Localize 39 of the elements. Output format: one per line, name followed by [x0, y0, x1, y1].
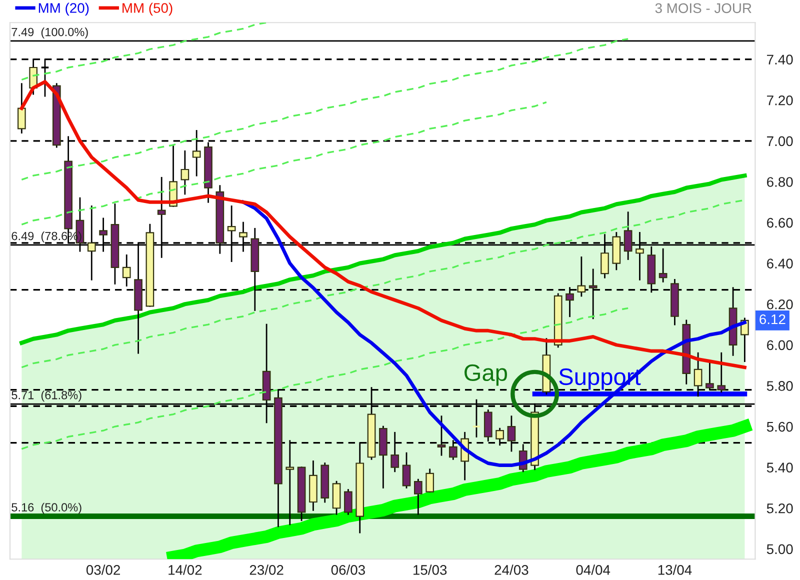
x-tick-label: 13/04 [658, 564, 692, 575]
annotation: 6.12 [760, 314, 786, 324]
ref-line-label: 5.71 (61.8%) [12, 390, 82, 402]
x-tick-label: 06/03 [331, 564, 365, 575]
chart-subtitle: 3 MOIS - JOUR [655, 3, 752, 14]
y-tick-label: 7.40 [767, 54, 793, 65]
y-tick-label: 6.60 [767, 218, 793, 228]
x-tick-label: 23/02 [250, 564, 284, 575]
y-tick-label: 6.20 [767, 299, 793, 310]
candlestick [344, 489, 352, 515]
candlestick [414, 478, 422, 515]
line-series [20, 38, 629, 181]
candlestick [402, 452, 411, 488]
candlestick [122, 254, 131, 286]
candlestick [180, 150, 190, 195]
x-tick-label: 24/03 [494, 564, 528, 575]
ref-line-label: 7.49 (100.0%) [12, 28, 88, 39]
y-tick-label: 6.40 [767, 258, 793, 268]
candlestick [17, 83, 26, 134]
candlestick [426, 468, 434, 492]
y-tick-label: 6.80 [767, 177, 793, 187]
line-series [20, 101, 548, 226]
y-tick-label: 7.20 [767, 95, 793, 106]
legend-label: MM (20) [38, 2, 89, 16]
candlestick [658, 248, 668, 282]
y-tick-label: 5.60 [766, 422, 793, 432]
y-tick-label: 5.80 [766, 381, 793, 391]
y-tick-label: 6.00 [767, 340, 793, 350]
x-tick-label: 03/02 [86, 564, 120, 575]
y-tick-label: 7.00 [767, 136, 793, 146]
x-tick-label: 15/03 [414, 564, 447, 575]
annotation: Gap [464, 364, 507, 386]
x-tick-label: 04/04 [576, 564, 610, 575]
legend-label: MM (50) [122, 2, 172, 16]
y-tick-label: 5.20 [766, 503, 793, 514]
x-tick-label: 14/02 [168, 564, 202, 575]
ref-line-label: 5.16 (50.0%) [12, 502, 82, 514]
y-tick-label: 5.00 [766, 544, 793, 554]
y-tick-label: 5.40 [766, 462, 793, 472]
